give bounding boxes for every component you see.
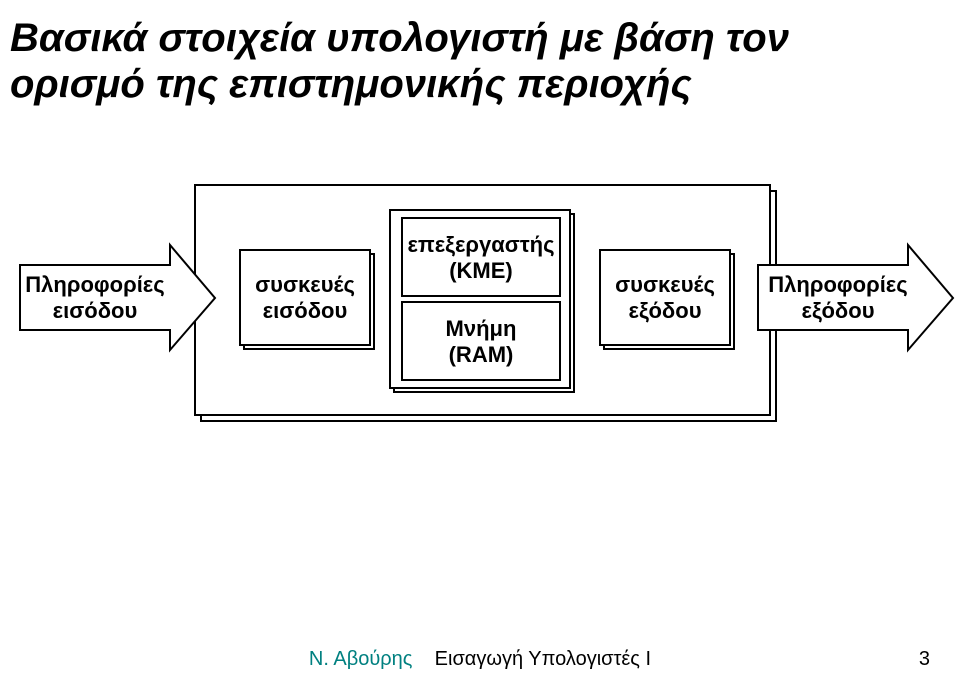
output-arrow-label2: εξόδου [802,298,875,323]
ram-box [402,302,560,380]
input-arrow-label1: Πληροφορίες [25,272,164,297]
output-devices-label2: εξόδου [629,298,702,323]
footer-author: Ν. Αβούρης [309,648,413,670]
ram-label1: Μνήμη [446,316,517,341]
input-arrow: Πληροφορίες εισόδου [20,245,215,350]
cpu-label2: (ΚΜΕ) [449,258,513,283]
footer-lecture: Εισαγωγή Υπολογιστές Ι [435,648,651,670]
cpu-label1: επεξεργαστής [407,232,554,257]
output-devices-label1: συσκευές [615,272,715,297]
output-arrow: Πληροφορίες εξόδου [758,245,953,350]
output-arrow-label1: Πληροφορίες [768,272,907,297]
ram-label2: (RAM) [449,342,514,367]
input-arrow-label2: εισόδου [53,298,138,323]
footer-page: 3 [919,648,930,671]
slide-footer: Ν. Αβούρης Εισαγωγή Υπολογιστές Ι 3 [0,648,960,671]
diagram-svg: Πληροφορίες εισόδου Πληροφορίες εξόδου σ… [0,0,960,683]
input-devices-label2: εισόδου [263,298,348,323]
cpu-box [402,218,560,296]
input-devices-label1: συσκευές [255,272,355,297]
